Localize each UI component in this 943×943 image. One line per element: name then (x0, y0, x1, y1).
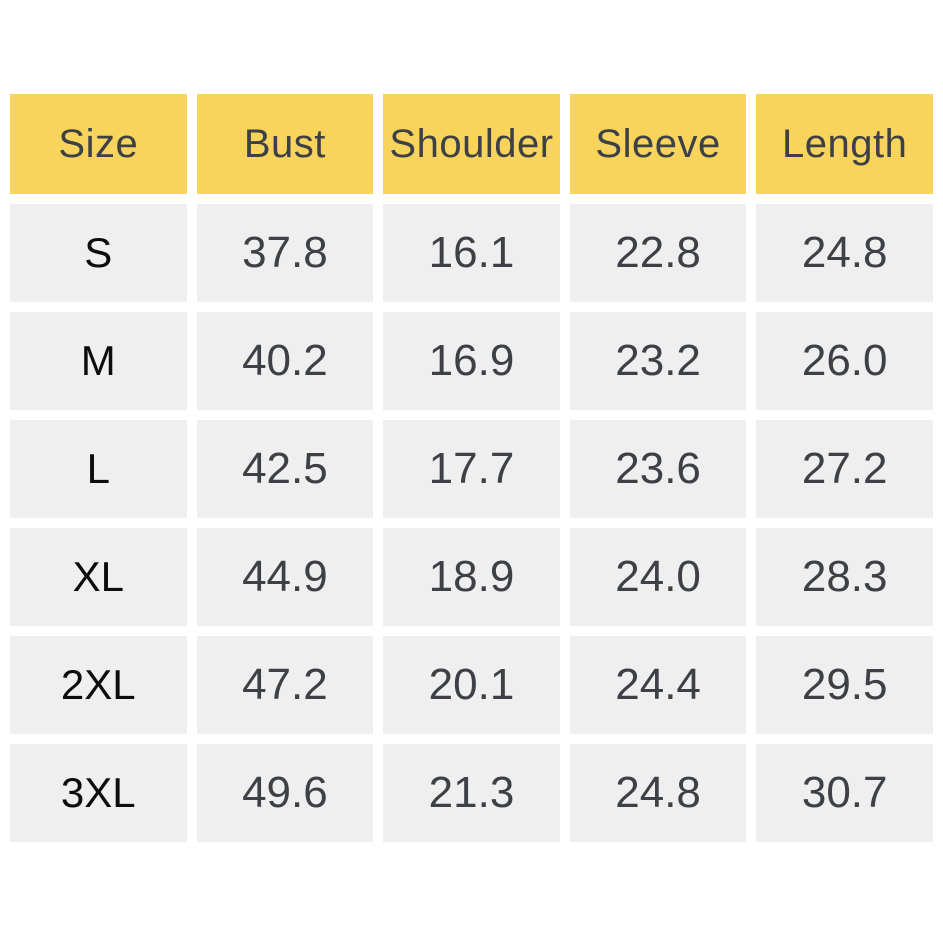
table-row-s: S 37.8 16.1 22.8 24.8 (10, 204, 933, 302)
sleeve-value: 24.4 (569, 636, 747, 734)
sleeve-value: 24.0 (569, 528, 747, 626)
length-value: 28.3 (756, 528, 933, 626)
length-value: 30.7 (756, 744, 933, 842)
size-chart-table: Size Bust Shoulder Sleeve Length S 37.8 … (0, 84, 943, 852)
bust-value: 37.8 (196, 204, 374, 302)
shoulder-value: 16.9 (383, 312, 560, 410)
shoulder-value: 16.1 (383, 204, 560, 302)
table-row-3xl: 3XL 49.6 21.3 24.8 30.7 (10, 744, 933, 842)
size-chart: Size Bust Shoulder Sleeve Length S 37.8 … (0, 84, 943, 852)
shoulder-value: 18.9 (383, 528, 560, 626)
table-row-m: M 40.2 16.9 23.2 26.0 (10, 312, 933, 410)
bust-value: 49.6 (196, 744, 374, 842)
table-row-l: L 42.5 17.7 23.6 27.2 (10, 420, 933, 518)
header-row: Size Bust Shoulder Sleeve Length (10, 94, 933, 194)
bust-value: 44.9 (196, 528, 374, 626)
length-value: 26.0 (756, 312, 933, 410)
size-label: S (10, 204, 187, 302)
col-header-length: Length (756, 94, 933, 194)
size-label: M (10, 312, 187, 410)
sleeve-value: 22.8 (569, 204, 747, 302)
col-header-size: Size (10, 94, 187, 194)
length-value: 29.5 (756, 636, 933, 734)
col-header-bust: Bust (196, 94, 374, 194)
sleeve-value: 24.8 (569, 744, 747, 842)
size-label: 3XL (10, 744, 187, 842)
shoulder-value: 20.1 (383, 636, 560, 734)
sleeve-value: 23.2 (569, 312, 747, 410)
table-row-xl: XL 44.9 18.9 24.0 28.3 (10, 528, 933, 626)
size-label: L (10, 420, 187, 518)
col-header-shoulder: Shoulder (383, 94, 560, 194)
col-header-sleeve: Sleeve (569, 94, 747, 194)
bust-value: 40.2 (196, 312, 374, 410)
shoulder-value: 17.7 (383, 420, 560, 518)
sleeve-value: 23.6 (569, 420, 747, 518)
size-label: 2XL (10, 636, 187, 734)
size-label: XL (10, 528, 187, 626)
length-value: 24.8 (756, 204, 933, 302)
bust-value: 42.5 (196, 420, 374, 518)
table-row-2xl: 2XL 47.2 20.1 24.4 29.5 (10, 636, 933, 734)
bust-value: 47.2 (196, 636, 374, 734)
length-value: 27.2 (756, 420, 933, 518)
shoulder-value: 21.3 (383, 744, 560, 842)
